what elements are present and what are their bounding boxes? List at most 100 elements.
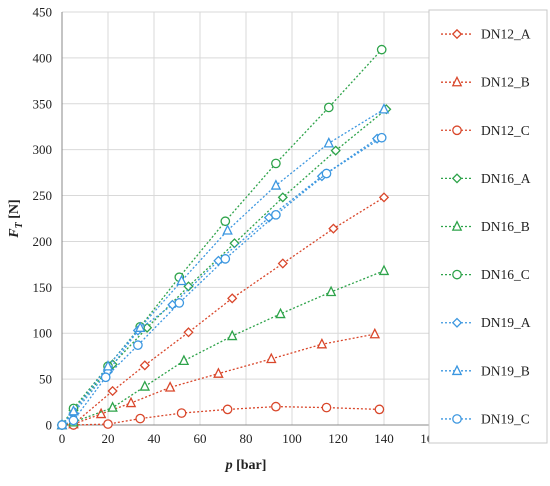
legend-entry-dn12-b: DN12_B [441, 75, 530, 90]
legend-box [428, 9, 548, 444]
data-point-dn12-a [139, 360, 150, 371]
data-point-dn12-b [266, 352, 277, 364]
legend-marker-dn16-b [451, 220, 463, 231]
data-point-dn16-b [107, 401, 118, 412]
data-point-dn12-c [374, 404, 385, 415]
legend-label-dn12-c: DN12_C [481, 123, 530, 138]
legend-marker-dn19-c [452, 414, 462, 424]
grid [61, 11, 431, 426]
data-point-dn12-b [95, 407, 107, 419]
x-tick-label: 140 [374, 431, 394, 446]
data-point-dn12-b [369, 327, 381, 339]
data-point-dn12-a [378, 192, 390, 203]
series-line-dn16-a [61, 108, 387, 426]
legend-entry-dn19-a: DN19_A [441, 315, 531, 330]
data-point-dn19-b [378, 103, 390, 114]
data-point-dn12-a [328, 223, 339, 234]
x-axis-variable: p [225, 458, 233, 473]
axes: 0204060801001201401600501001502002503003… [7, 5, 440, 474]
legend-label-dn19-a: DN19_A [481, 315, 531, 330]
data-point-dn16-b [139, 380, 151, 391]
data-point-dn16-b [178, 354, 190, 366]
legend-marker-dn12-c [452, 125, 462, 136]
data-point-dn12-c [271, 401, 281, 412]
series-line-dn19-c [61, 137, 383, 426]
data-point-dn19-b [222, 224, 233, 235]
x-axis-title: p [bar] [225, 458, 267, 473]
data-point-dn12-a [277, 258, 288, 269]
legend-entry-dn12-a: DN12_A [441, 27, 531, 42]
y-axis-subscript: T [14, 221, 25, 228]
legend-marker-dn19-a [451, 317, 463, 328]
data-point-dn19-c [57, 420, 67, 430]
data-point-dn19-b [176, 274, 187, 286]
data-point-dn19-b [270, 179, 282, 190]
y-tick-label: 0 [46, 418, 53, 433]
legend-entry-dn19-c: DN19_C [441, 411, 530, 426]
y-tick-label: 450 [33, 5, 53, 20]
legend-label-dn12-b: DN12_B [481, 75, 530, 90]
data-point-dn12-c [321, 402, 332, 413]
data-point-dn12-a [183, 327, 194, 338]
data-point-dn12-b [316, 337, 328, 349]
series-dn19-c [57, 132, 387, 430]
legend-marker-dn16-a [451, 173, 463, 184]
legend-marker-dn12-a [451, 28, 463, 40]
x-tick-label: 40 [148, 431, 161, 446]
legend-entry-dn12-c: DN12_C [441, 123, 530, 138]
series-dn16-b [56, 264, 390, 430]
legend-entry-dn16-a: DN16_A [441, 171, 531, 186]
data-point-dn16-c [323, 102, 334, 113]
data-point-dn16-a [330, 145, 341, 156]
x-tick-label: 20 [102, 431, 115, 446]
legend-entry-dn19-b: DN19_B [441, 363, 530, 378]
y-tick-label: 100 [33, 326, 53, 341]
data-point-dn16-b [378, 264, 390, 276]
series-line-dn16-b [61, 270, 385, 426]
legend-label-dn16-c: DN16_C [481, 267, 530, 282]
data-point-dn19-c [376, 132, 387, 143]
data-point-dn19-c [220, 254, 231, 264]
y-axis-variable: F [7, 228, 22, 239]
x-tick-label: 80 [240, 431, 253, 446]
data-point-dn16-c [220, 216, 231, 227]
series-line-dn19-a [61, 138, 378, 426]
legend-entry-dn16-c: DN16_C [441, 267, 530, 282]
data-point-dn12-c [176, 408, 187, 418]
data-point-dn19-b [323, 136, 335, 148]
x-axis-unit: [bar] [233, 458, 267, 473]
data-point-dn16-c [271, 158, 281, 169]
data-point-dn19-c [133, 340, 143, 351]
series-dn19-b [56, 103, 390, 430]
data-point-dn12-a [227, 293, 238, 304]
series-dn12-a [56, 192, 390, 431]
data-point-dn19-b [134, 321, 146, 332]
x-tick-label: 0 [59, 431, 66, 446]
legend-label-dn16-b: DN16_B [481, 219, 530, 234]
data-point-dn19-b [68, 404, 79, 416]
data-point-dn12-b [125, 396, 137, 408]
y-tick-label: 200 [33, 234, 53, 249]
series-line-dn12-a [61, 196, 385, 426]
y-tick-label: 50 [39, 372, 52, 387]
legend-label-dn19-c: DN19_C [481, 411, 530, 426]
y-axis-title: FT [N] [7, 199, 25, 238]
data-point-dn16-b [275, 307, 286, 319]
data-point-dn19-c [68, 415, 79, 426]
legend-label-dn19-b: DN19_B [481, 363, 530, 378]
legend-marker-dn12-b [451, 75, 463, 87]
data-point-dn16-b [325, 285, 337, 297]
y-tick-label: 250 [33, 188, 53, 203]
legend-entry-dn16-b: DN16_B [441, 219, 530, 234]
data-point-dn16-c [376, 44, 387, 55]
data-point-dn12-a [107, 385, 118, 397]
legend-marker-dn19-b [451, 364, 463, 376]
y-tick-label: 350 [33, 96, 53, 111]
legend-marker-dn16-c [452, 269, 462, 280]
legend-label-dn16-a: DN16_A [481, 171, 531, 186]
data-point-dn19-c [271, 209, 281, 220]
series-line-dn19-b [61, 108, 385, 426]
series-group [56, 44, 392, 431]
